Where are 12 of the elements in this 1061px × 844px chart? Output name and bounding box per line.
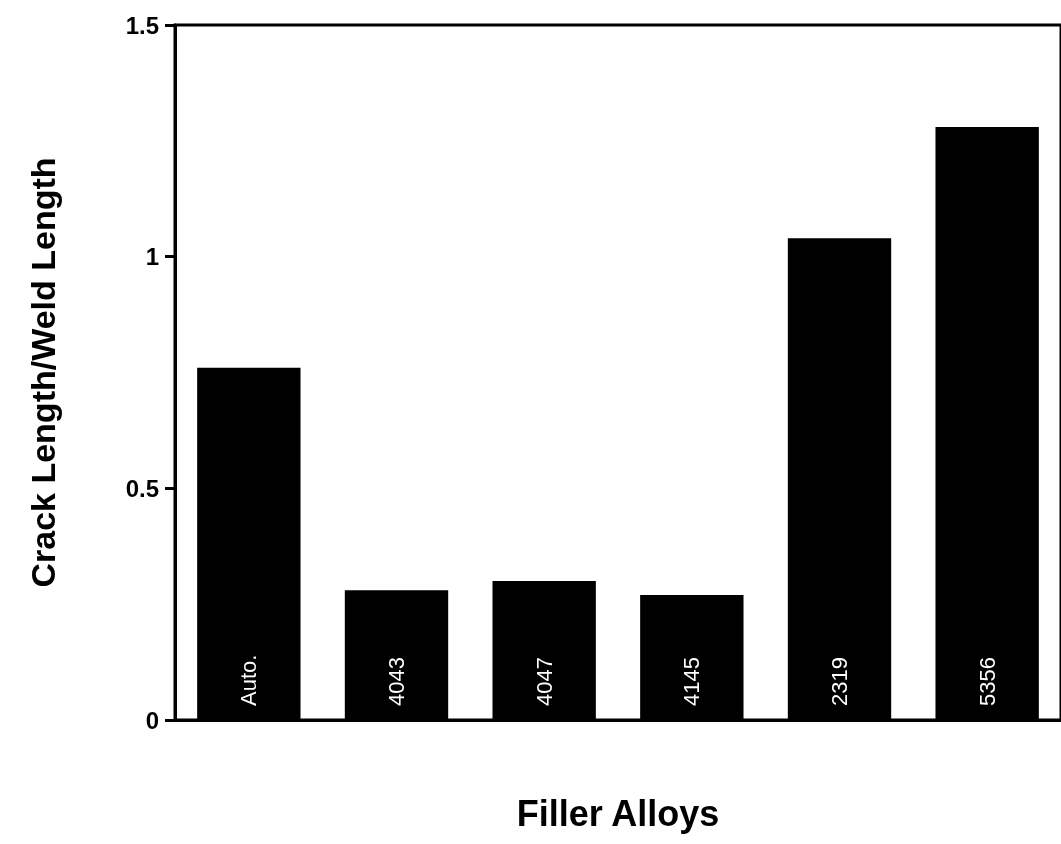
x-tick-label: 4145 [679, 657, 705, 706]
y-tick-label: 0.5 [125, 474, 159, 502]
x-tick-label: 4043 [384, 657, 409, 706]
y-axis-title: Crack Length/Weld Length [24, 157, 62, 588]
x-tick-label: 2319 [827, 657, 852, 706]
x-axis-title: Filler Alloys [516, 792, 720, 834]
y-tick-label: 0 [145, 706, 159, 734]
x-tick-label: Auto. [236, 654, 262, 706]
y-tick-label: 1 [145, 243, 159, 271]
x-tick-label: 4047 [531, 657, 557, 706]
y-tick-label: 1.5 [125, 11, 159, 39]
x-tick-label: 5356 [974, 657, 1000, 706]
